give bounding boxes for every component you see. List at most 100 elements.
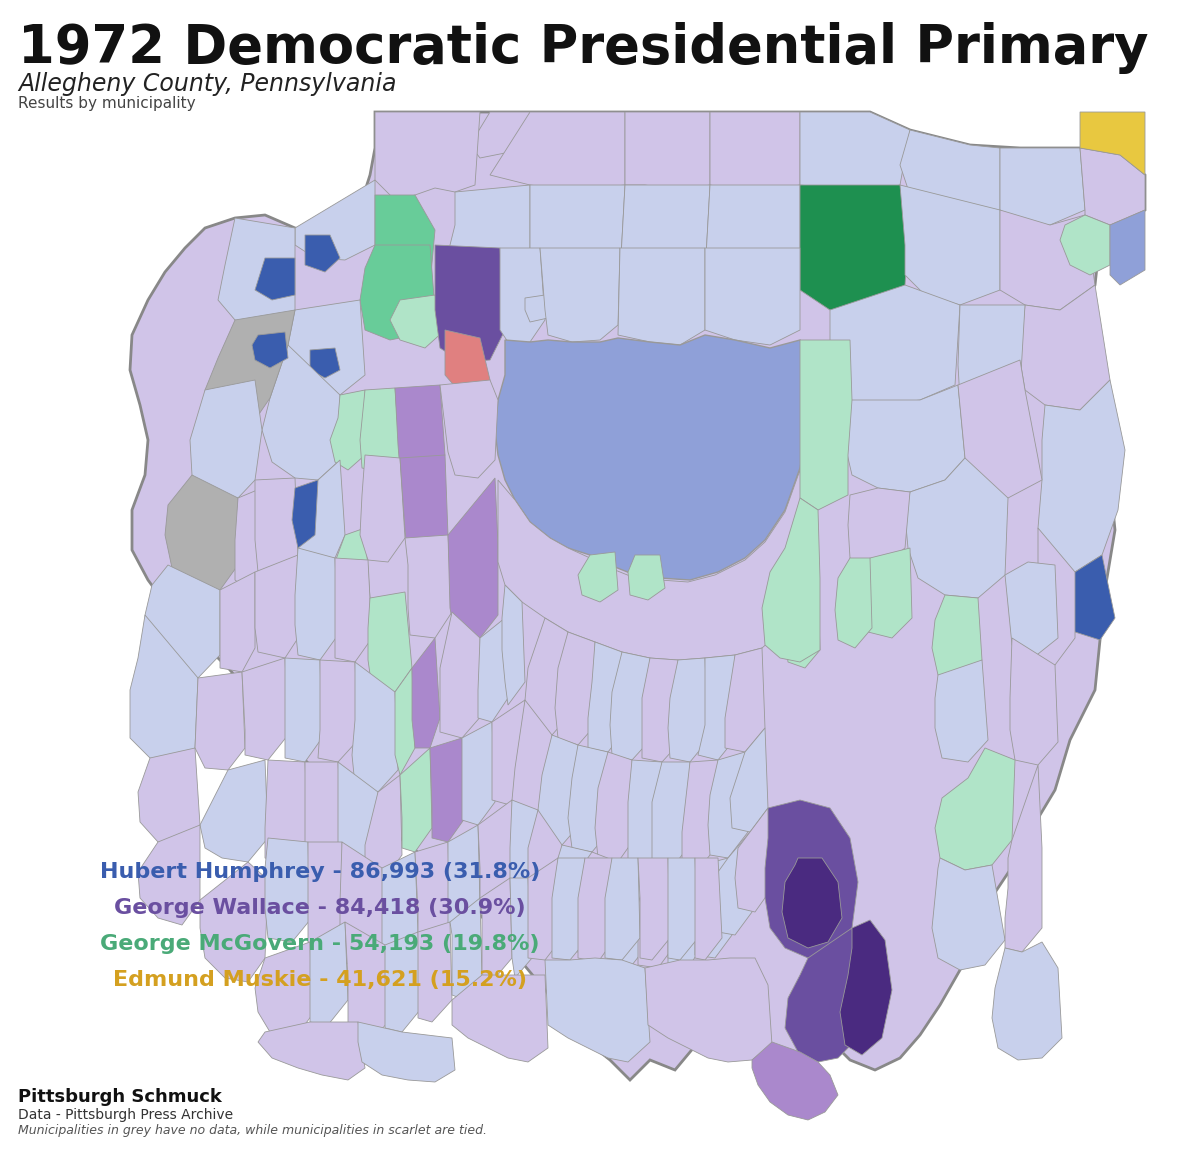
Polygon shape [785,928,860,1062]
Polygon shape [286,658,322,761]
Polygon shape [256,478,298,580]
Polygon shape [295,548,338,659]
Polygon shape [330,529,370,618]
Polygon shape [578,858,616,962]
Polygon shape [695,858,722,960]
Polygon shape [800,185,910,309]
Polygon shape [528,858,562,960]
Polygon shape [706,185,800,282]
Polygon shape [450,898,482,1000]
Polygon shape [400,455,448,557]
Polygon shape [848,488,910,568]
Polygon shape [492,700,528,806]
Polygon shape [445,185,530,285]
Polygon shape [905,458,1008,598]
Polygon shape [205,309,295,430]
Polygon shape [595,752,635,862]
Polygon shape [138,825,200,925]
Polygon shape [346,923,388,1045]
Polygon shape [265,760,308,865]
Polygon shape [1006,562,1058,662]
Polygon shape [706,248,800,345]
Polygon shape [958,360,1042,498]
Polygon shape [558,845,595,952]
Polygon shape [310,348,340,378]
Polygon shape [415,841,450,945]
Polygon shape [318,659,358,761]
Polygon shape [412,637,440,748]
Polygon shape [530,185,625,282]
Polygon shape [292,480,318,548]
Polygon shape [358,1022,455,1083]
Polygon shape [374,112,480,201]
Polygon shape [498,471,805,659]
Text: George McGovern - 54,193 (19.8%): George McGovern - 54,193 (19.8%) [101,934,540,954]
Polygon shape [620,185,710,282]
Text: Results by municipality: Results by municipality [18,96,196,111]
Polygon shape [430,738,466,841]
Polygon shape [752,1042,838,1120]
Text: Pittsburgh Schmuck: Pittsburgh Schmuck [18,1088,222,1106]
Polygon shape [1038,380,1126,573]
Polygon shape [440,380,498,478]
Polygon shape [200,760,268,862]
Polygon shape [554,632,598,745]
Polygon shape [190,380,262,498]
Polygon shape [130,615,198,768]
Polygon shape [646,958,772,1062]
Polygon shape [695,858,732,958]
Polygon shape [618,248,706,345]
Polygon shape [900,130,1000,220]
Text: Municipalities in grey have no data, while municipalities in scarlet are tied.: Municipalities in grey have no data, whi… [18,1124,487,1137]
Polygon shape [935,748,1015,870]
Polygon shape [1110,210,1145,285]
Polygon shape [830,285,960,404]
Polygon shape [734,808,772,912]
Polygon shape [368,592,412,692]
Text: Hubert Humphrey - 86,993 (31.8%): Hubert Humphrey - 86,993 (31.8%) [100,862,540,882]
Polygon shape [256,258,295,300]
Polygon shape [1008,529,1075,665]
Polygon shape [340,841,385,968]
Text: Data - Pittsburgh Press Archive: Data - Pittsburgh Press Archive [18,1108,233,1122]
Polygon shape [390,296,445,348]
Polygon shape [932,858,1006,970]
Polygon shape [406,535,452,637]
Polygon shape [652,761,692,868]
Polygon shape [462,722,496,825]
Polygon shape [478,618,508,722]
Polygon shape [218,218,295,330]
Polygon shape [710,112,800,190]
Polygon shape [860,548,912,637]
Polygon shape [130,112,1145,1080]
Polygon shape [335,557,372,662]
Polygon shape [265,838,310,942]
Polygon shape [698,655,738,760]
Polygon shape [360,388,400,472]
Polygon shape [374,195,436,300]
Polygon shape [682,760,722,865]
Polygon shape [305,761,342,865]
Polygon shape [298,460,346,562]
Polygon shape [360,455,406,562]
Polygon shape [256,555,302,658]
Polygon shape [668,865,706,968]
Polygon shape [762,498,820,662]
Polygon shape [440,612,482,738]
Polygon shape [638,858,670,960]
Polygon shape [1080,112,1145,175]
Polygon shape [540,248,620,342]
Polygon shape [708,752,748,858]
Polygon shape [628,760,665,865]
Polygon shape [1000,210,1096,309]
Polygon shape [840,920,892,1055]
Polygon shape [360,245,436,340]
Polygon shape [552,858,588,960]
Polygon shape [512,700,554,834]
Polygon shape [338,761,382,892]
Polygon shape [200,862,268,982]
Polygon shape [385,932,420,1032]
Polygon shape [835,557,872,648]
Polygon shape [194,672,245,770]
Polygon shape [295,180,374,260]
